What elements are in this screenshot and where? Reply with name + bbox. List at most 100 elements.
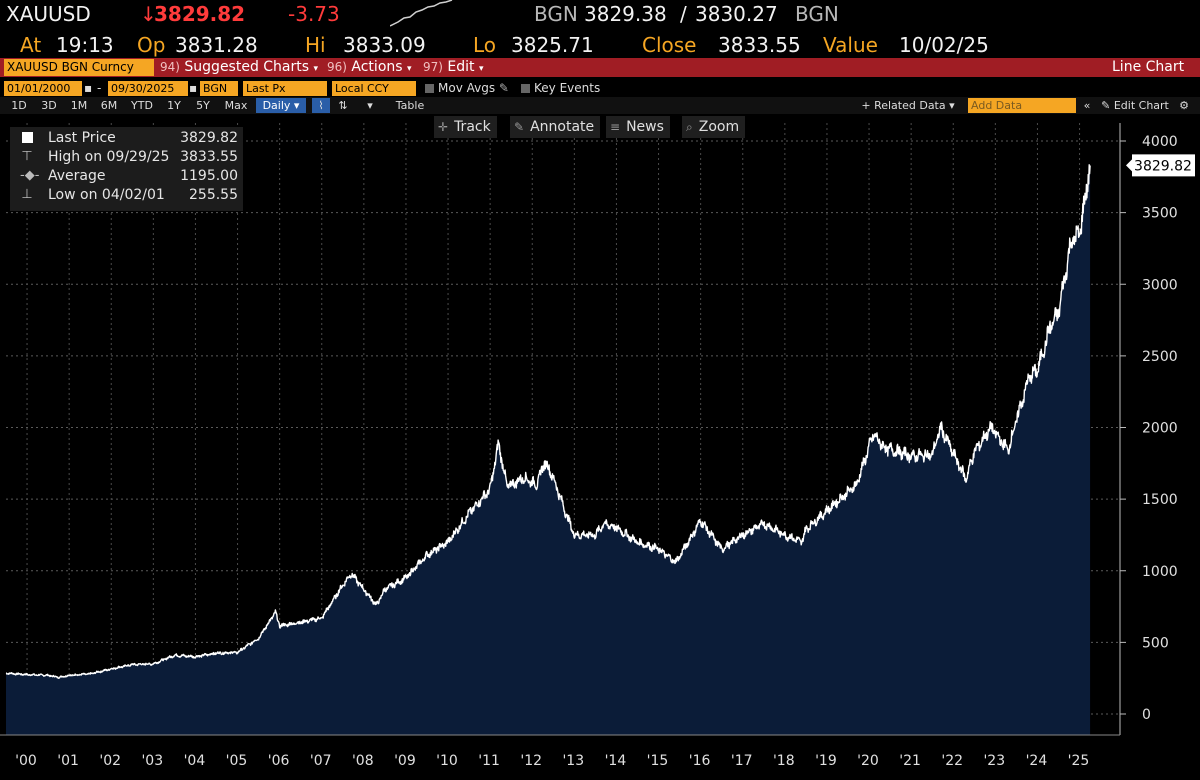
end-date-field[interactable]: 09/30/2025	[108, 81, 188, 96]
news-button[interactable]: ≡ News	[606, 116, 670, 138]
x-tick-label: '21	[899, 753, 921, 769]
security-field[interactable]: XAUUSD BGN Curncy	[4, 59, 154, 76]
x-tick-label: '15	[647, 753, 669, 769]
price-field[interactable]: Last Px	[243, 81, 327, 96]
range-ytd-button[interactable]: YTD	[131, 99, 153, 112]
price-area	[6, 164, 1091, 736]
range-toolbar: 1D 3D 1M 6M YTD 1Y 5Y Max Daily ▾ ⌇ ⇅ ▾ …	[0, 97, 1200, 114]
gear-icon[interactable]: ⚙	[1179, 99, 1189, 112]
x-tick-label: '08	[352, 753, 374, 769]
x-tick-label: '23	[983, 753, 1005, 769]
y-tick-label: 3500	[1142, 206, 1178, 222]
currency-field[interactable]: Local CCY	[332, 81, 416, 96]
calendar-icon[interactable]: ▪	[84, 81, 93, 95]
actions-menu[interactable]: 96) Actions ▾	[327, 59, 412, 75]
calendar-icon[interactable]: ▪	[189, 81, 198, 95]
bid-source: BGN	[534, 2, 578, 26]
ask-price: 3830.27	[695, 2, 778, 26]
chevron-down-icon[interactable]: ▾	[367, 99, 373, 112]
crosshair-icon: ✛	[438, 120, 449, 134]
y-tick-label: 3000	[1142, 277, 1178, 293]
at-time: 19:13	[56, 33, 114, 57]
range-6m-button[interactable]: 6M	[100, 99, 118, 112]
annotate-button[interactable]: ✎ Annotate	[510, 116, 601, 138]
y-tick-label: 2000	[1142, 421, 1178, 437]
y-tick-label: 2500	[1142, 349, 1178, 365]
low-label: Lo	[473, 33, 497, 57]
track-button[interactable]: ✛ Track	[434, 116, 497, 138]
x-tick-label: '09	[394, 753, 416, 769]
range-3d-button[interactable]: 3D	[41, 99, 57, 112]
intraday-sparkline	[390, 0, 453, 27]
collapse-icon[interactable]: «	[1083, 99, 1091, 112]
range-1y-button[interactable]: 1Y	[167, 99, 181, 112]
ticker-symbol[interactable]: XAUUSD	[6, 2, 91, 26]
x-tick-label: '18	[773, 753, 795, 769]
down-arrow-icon: ↓	[140, 2, 157, 26]
frequency-dropdown[interactable]: Daily ▾	[256, 98, 306, 113]
pencil-icon: ✎	[514, 120, 525, 134]
low-value: 3825.71	[511, 33, 594, 57]
quote-details: At 19:13 Op 3831.28 Hi 3833.09 Lo 3825.7…	[0, 32, 1200, 58]
x-tick-label: '14	[605, 753, 627, 769]
bid-ask-separator: /	[680, 2, 687, 26]
x-tick-label: '00	[15, 753, 37, 769]
edit-chart-button[interactable]: ✎ Edit Chart	[1101, 99, 1169, 112]
x-tick-label: '12	[520, 753, 542, 769]
x-tick-label: '19	[815, 753, 837, 769]
mov-avgs-toggle[interactable]: Mov Avgs ✎	[425, 81, 509, 96]
x-tick-label: '07	[310, 753, 332, 769]
at-label: At	[20, 33, 42, 57]
range-max-button[interactable]: Max	[224, 99, 248, 112]
x-tick-label: '11	[478, 753, 500, 769]
start-date-field[interactable]: 01/01/2000	[4, 81, 82, 96]
table-button[interactable]: Table	[395, 99, 425, 112]
add-data-input[interactable]: Add Data	[968, 98, 1076, 113]
zoom-button[interactable]: ⌕ Zoom	[682, 116, 746, 138]
value-date: 10/02/25	[899, 33, 989, 57]
x-tick-label: '02	[99, 753, 121, 769]
x-tick-label: '04	[184, 753, 206, 769]
source-field[interactable]: BGN	[200, 81, 238, 96]
range-1d-button[interactable]: 1D	[11, 99, 27, 112]
y-tick-label: 500	[1142, 635, 1169, 651]
x-tick-label: '22	[941, 753, 963, 769]
range-1m-button[interactable]: 1M	[70, 99, 88, 112]
close-label: Close	[642, 33, 697, 57]
x-tick-label: '17	[731, 753, 753, 769]
high-value: 3833.09	[343, 33, 426, 57]
x-tick-label: '03	[141, 753, 163, 769]
line-chart-icon[interactable]: ⌇	[312, 98, 330, 113]
average-marker-icon: -◆-	[20, 168, 40, 183]
price-line	[5, 164, 1091, 679]
date-dash: -	[97, 81, 102, 95]
function-menu-bar: XAUUSD BGN Curncy 94) Suggested Charts ▾…	[0, 58, 1200, 77]
magnifier-icon: ⌕	[686, 120, 693, 134]
value-label: Value	[823, 33, 878, 57]
range-5y-button[interactable]: 5Y	[196, 99, 210, 112]
last-price-pointer	[1126, 159, 1132, 172]
related-data-button[interactable]: + Related Data ▾	[861, 99, 955, 112]
key-events-toggle[interactable]: Key Events	[521, 81, 600, 96]
y-tick-label: 1000	[1142, 564, 1178, 580]
suggested-charts-menu[interactable]: 94) Suggested Charts ▾	[160, 59, 319, 75]
legend-average-row: -◆- Average 1195.00	[20, 168, 238, 184]
legend-low-row: ⊥ Low on 04/02/01 255.55	[21, 187, 238, 203]
edit-menu[interactable]: 97) Edit ▾	[423, 59, 484, 75]
bar-chart-icon[interactable]: ⇅	[338, 99, 348, 112]
high-label: Hi	[305, 33, 326, 57]
x-tick-label: '10	[436, 753, 458, 769]
chart-tools: ✛ Track ✎ Annotate ≡ News ⌕ Zoom	[434, 116, 754, 138]
y-tick-label: 1500	[1142, 492, 1178, 508]
x-tick-label: '24	[1026, 753, 1048, 769]
legend-last-row[interactable]: Last Price 3829.82	[18, 129, 238, 148]
ask-source: BGN	[795, 2, 839, 26]
close-value: 3833.55	[718, 33, 801, 57]
quote-header: XAUUSD ↓ 3829.82 -3.73 BGN 3829.38 / 383…	[0, 0, 1200, 32]
x-tick-label: '01	[57, 753, 79, 769]
price-chart[interactable]: 0 500 1000 1500 2000 2500 3000 3500 4000 '00 '01 '…	[0, 115, 1200, 780]
series-swatch-icon	[22, 132, 33, 143]
x-tick-label: '13	[562, 753, 584, 769]
open-label: Op	[137, 33, 166, 57]
x-tick-label: '06	[268, 753, 290, 769]
